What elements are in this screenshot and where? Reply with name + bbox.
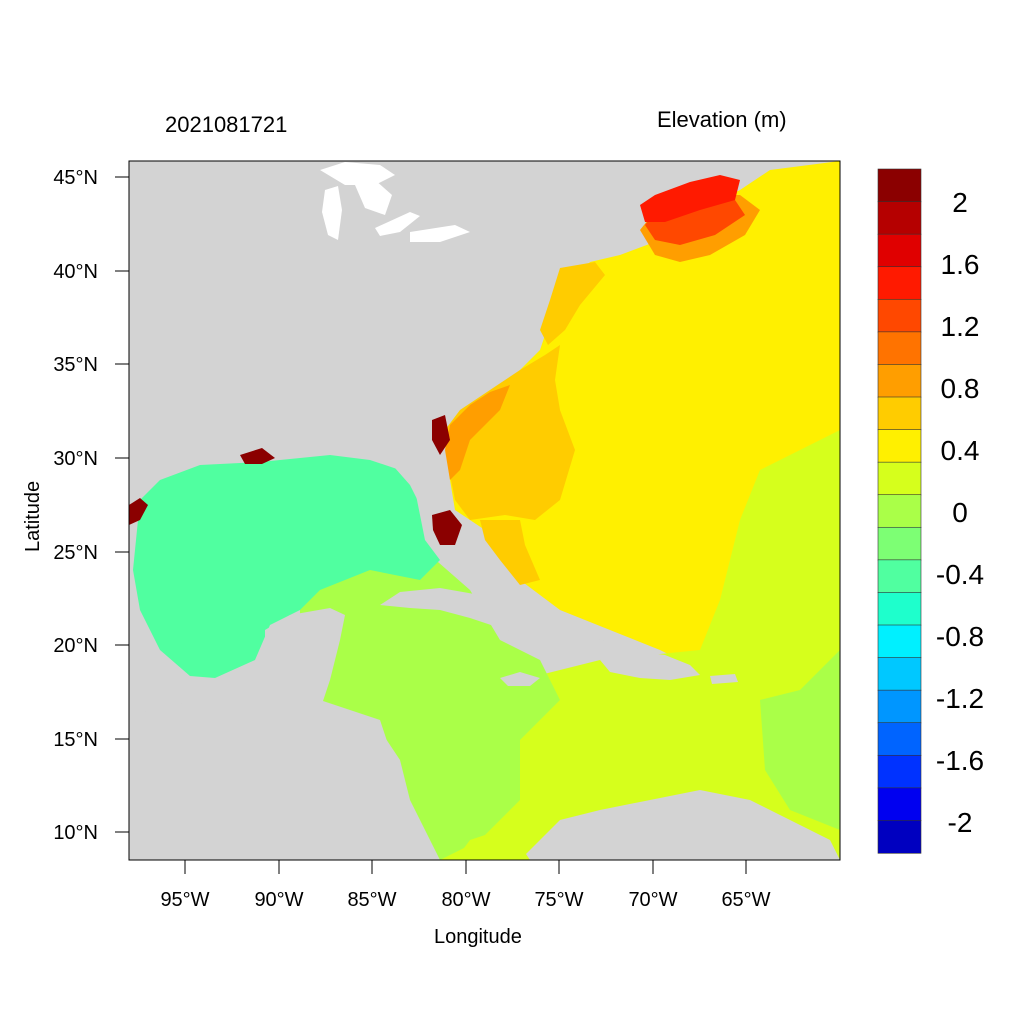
y-tick-label: 20°N bbox=[53, 635, 98, 657]
colorbar-swatch bbox=[877, 722, 922, 756]
colorbar-labels: 2 1.6 1.2 0.8 0.4 0 -0.4 -0.8 -1.2 -1.6 … bbox=[936, 187, 984, 838]
colorbar-label: -0.8 bbox=[936, 621, 984, 652]
se-coast-surge-field bbox=[445, 345, 575, 520]
colorbar-swatch bbox=[877, 429, 922, 463]
louisiana-coast-flooding bbox=[240, 448, 275, 464]
y-axis bbox=[115, 176, 129, 833]
colorbar-label: 0 bbox=[952, 497, 968, 528]
colorbar-swatch bbox=[877, 754, 922, 789]
y-tick-labels: 45°N 40°N 35°N 30°N 25°N 20°N 15°N 10°N bbox=[53, 167, 98, 844]
eastern-caribbean-green bbox=[760, 650, 840, 830]
map-frame bbox=[128, 160, 841, 861]
lake-huron bbox=[355, 180, 392, 215]
colorbar-swatch bbox=[877, 820, 922, 854]
colorbar-swatch bbox=[877, 233, 922, 268]
colorbar-swatch bbox=[877, 331, 922, 366]
lake-superior bbox=[320, 162, 395, 185]
south-america bbox=[520, 790, 840, 860]
colorbar-label: 0.8 bbox=[941, 373, 980, 404]
x-tick-labels: 95°W 90°W 85°W 80°W 75°W 70°W 65°W bbox=[160, 889, 770, 911]
x-tick-label: 80°W bbox=[441, 889, 490, 911]
y-axis-label: Latitude bbox=[22, 480, 44, 552]
colorbar-swatch bbox=[877, 461, 922, 496]
colorbar-swatch bbox=[877, 787, 922, 822]
colorbar-label: -1.6 bbox=[936, 745, 984, 776]
lake-ontario bbox=[410, 225, 470, 242]
colorbar-swatch bbox=[877, 266, 922, 300]
colorbar-swatch bbox=[877, 364, 922, 398]
colorbar-swatch bbox=[877, 624, 922, 659]
western-caribbean-field bbox=[300, 555, 560, 860]
colorbar-swatch bbox=[877, 298, 922, 333]
y-tick-label: 15°N bbox=[53, 729, 98, 751]
x-axis bbox=[184, 860, 747, 874]
se-coast-surge-inner bbox=[445, 385, 510, 480]
variable-title: Elevation (m) bbox=[657, 107, 787, 132]
gulf-of-maine-core bbox=[640, 175, 740, 222]
colorbar-label: 2 bbox=[952, 187, 968, 218]
colorbar-label: 1.6 bbox=[941, 249, 980, 280]
jamaica-island bbox=[500, 672, 540, 686]
y-tick-label: 25°N bbox=[53, 542, 98, 564]
y-tick-label: 10°N bbox=[53, 822, 98, 844]
colorbar-label: -0.4 bbox=[936, 559, 984, 590]
date-title: 2021081721 bbox=[165, 112, 288, 137]
colorbar-swatch bbox=[877, 559, 922, 594]
colorbar-swatch bbox=[877, 592, 922, 626]
colorbar-swatch bbox=[877, 657, 922, 691]
colorbar-swatch bbox=[877, 201, 922, 235]
colorbar-label: -2 bbox=[948, 807, 973, 838]
colorbar-label: 0.4 bbox=[941, 435, 980, 466]
gulf-of-mexico-field bbox=[133, 455, 440, 678]
y-tick-label: 40°N bbox=[53, 261, 98, 283]
caribbean-sea-field bbox=[420, 430, 840, 860]
x-tick-label: 95°W bbox=[160, 889, 209, 911]
se-coast-flooding bbox=[432, 415, 450, 455]
y-tick-label: 45°N bbox=[53, 167, 98, 189]
y-tick-label: 30°N bbox=[53, 448, 98, 470]
hispaniola-island bbox=[600, 650, 700, 680]
colorbar-swatch bbox=[877, 168, 922, 203]
x-tick-label: 90°W bbox=[254, 889, 303, 911]
x-tick-label: 65°W bbox=[721, 889, 770, 911]
puerto-rico-island bbox=[710, 674, 738, 684]
map-area bbox=[129, 161, 840, 860]
x-axis-label: Longitude bbox=[434, 926, 522, 948]
x-tick-label: 85°W bbox=[347, 889, 396, 911]
cuba-island bbox=[380, 588, 640, 655]
colorbar-label: -1.2 bbox=[936, 683, 984, 714]
colorbar-swatch bbox=[877, 526, 922, 561]
lake-michigan bbox=[322, 186, 342, 240]
yucatan-peninsula bbox=[265, 608, 345, 715]
x-tick-label: 75°W bbox=[534, 889, 583, 911]
y-tick-label: 35°N bbox=[53, 354, 98, 376]
colorbar-swatch bbox=[877, 396, 922, 431]
south-florida-flooding bbox=[432, 510, 462, 545]
lake-erie bbox=[375, 212, 420, 236]
bahamas-field bbox=[480, 520, 540, 585]
caribbean-sea-south bbox=[455, 830, 530, 860]
x-tick-label: 70°W bbox=[628, 889, 677, 911]
colorbar bbox=[877, 168, 922, 854]
central-america bbox=[129, 700, 440, 860]
colorbar-swatch bbox=[877, 689, 922, 724]
mid-atlantic-band bbox=[540, 262, 605, 345]
colorbar-swatch bbox=[877, 494, 922, 528]
colorbar-label: 1.2 bbox=[941, 311, 980, 342]
texas-coast-flooding bbox=[129, 498, 148, 525]
